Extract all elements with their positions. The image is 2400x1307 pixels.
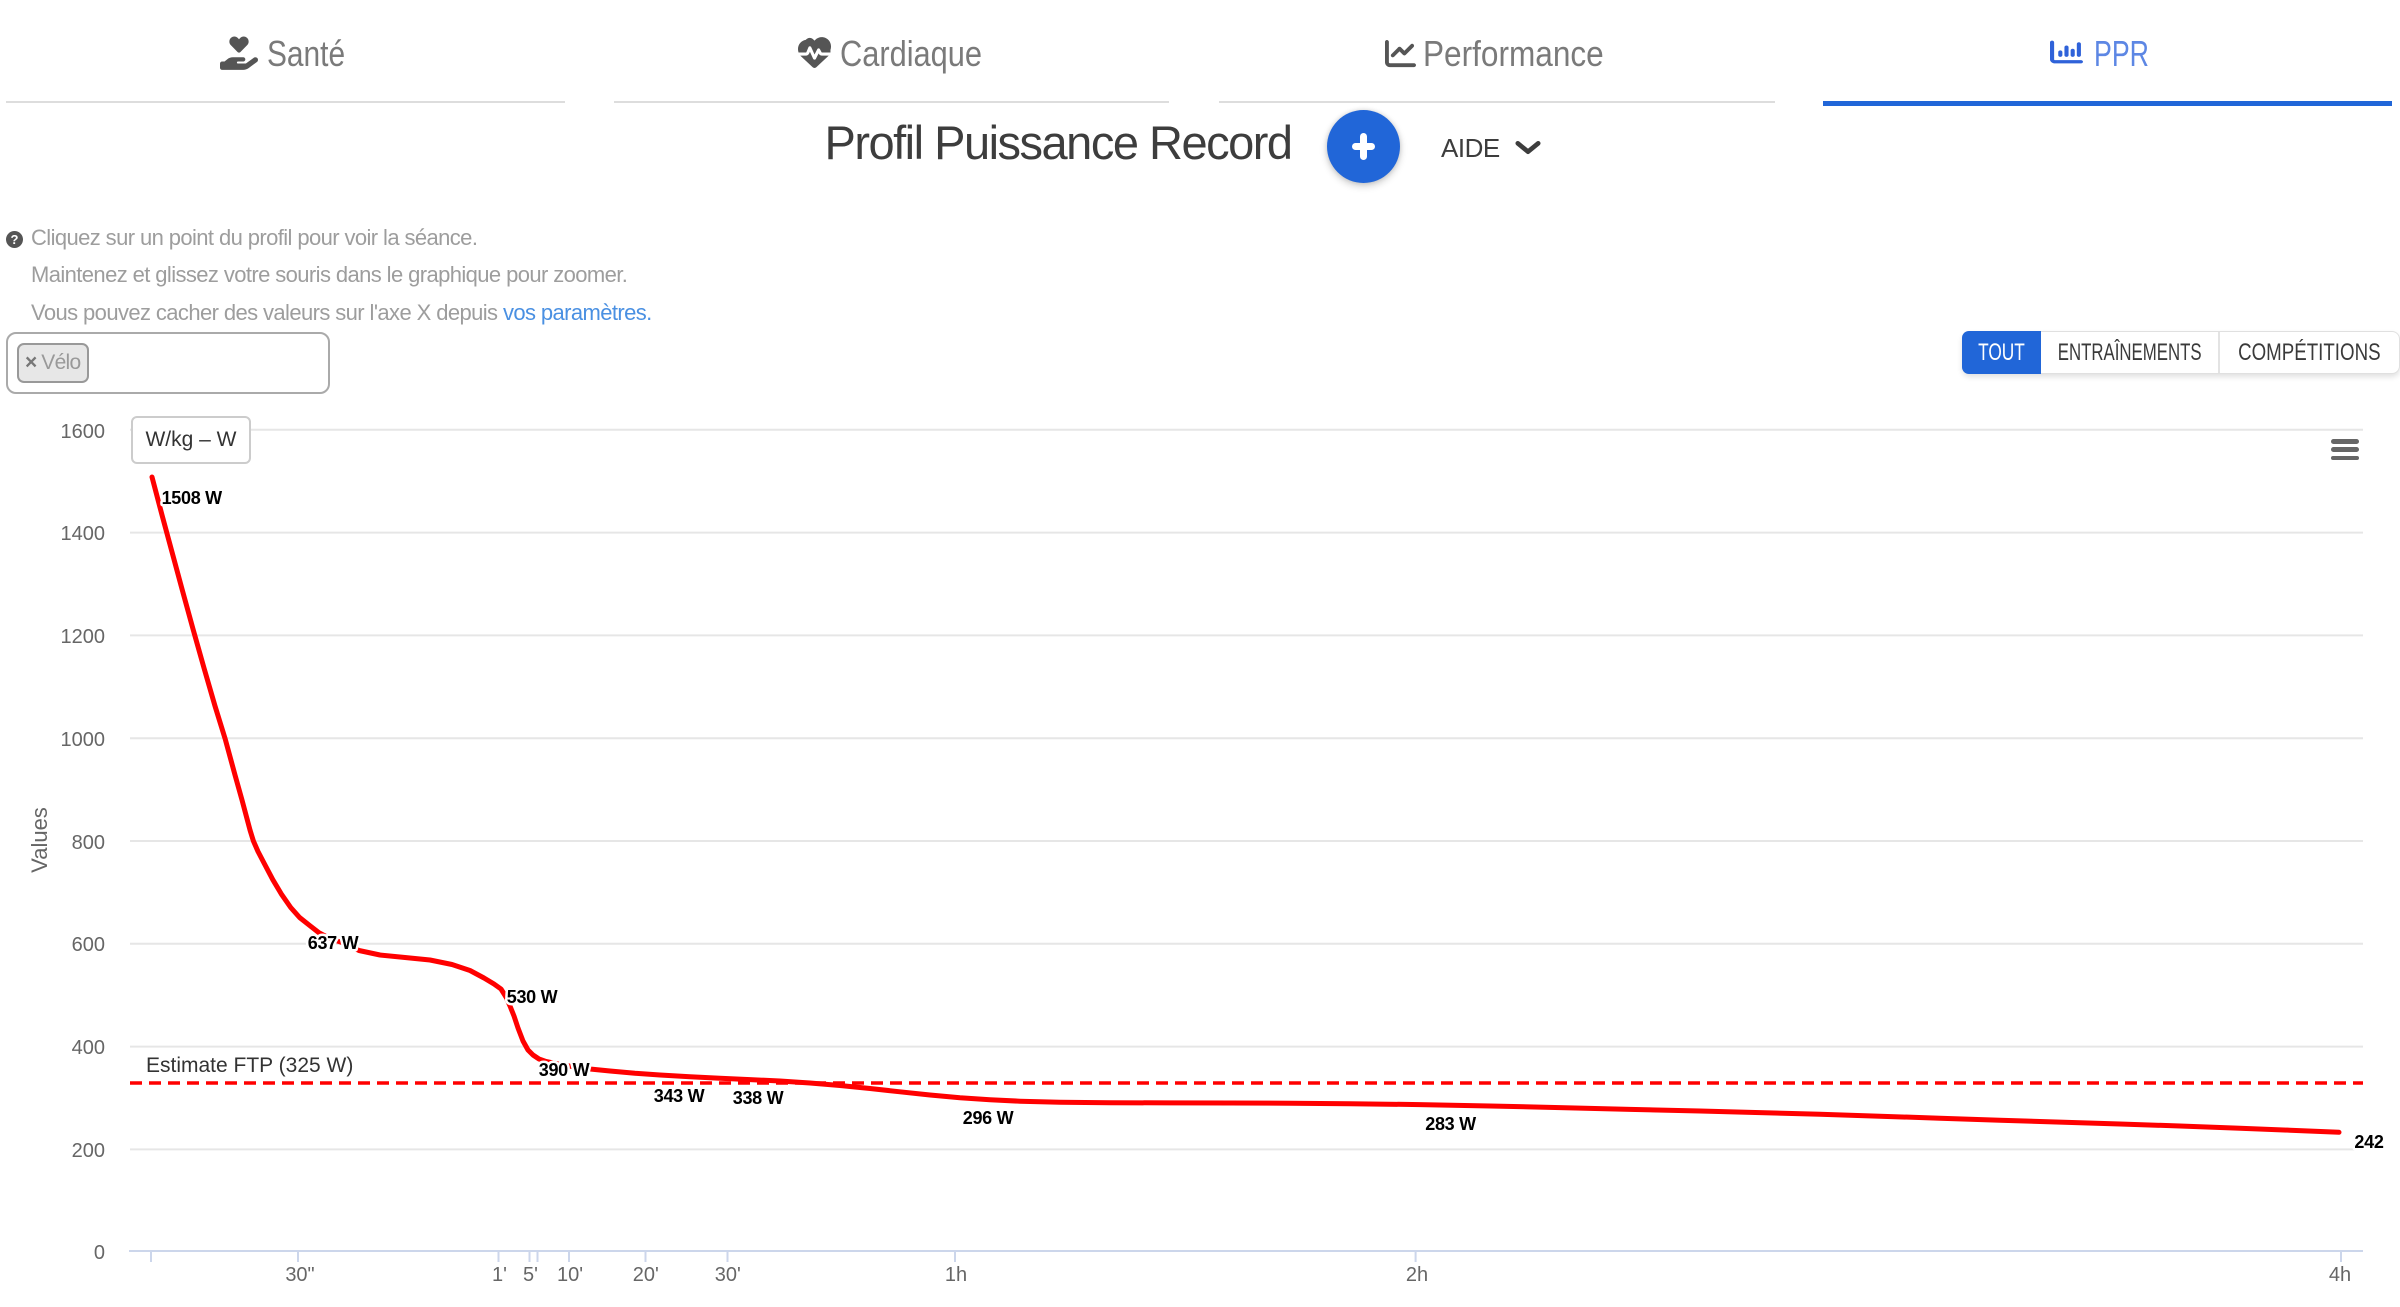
svg-text:4h: 4h (2329, 1264, 2351, 1286)
svg-text:5': 5' (523, 1264, 538, 1286)
svg-text:390 W: 390 W (539, 1060, 590, 1080)
svg-text:338 W: 338 W (733, 1088, 784, 1108)
svg-text:0: 0 (94, 1242, 105, 1264)
svg-text:1508 W: 1508 W (162, 488, 223, 508)
svg-text:Estimate FTP (325 W): Estimate FTP (325 W) (146, 1054, 353, 1077)
svg-text:20': 20' (633, 1264, 659, 1286)
svg-text:800: 800 (72, 832, 105, 854)
svg-text:530 W: 530 W (507, 987, 558, 1007)
svg-text:200: 200 (72, 1140, 105, 1162)
svg-text:343 W: 343 W (654, 1086, 705, 1106)
svg-text:10': 10' (557, 1264, 583, 1286)
svg-text:1600: 1600 (61, 421, 106, 443)
svg-text:637 W: 637 W (308, 933, 359, 953)
svg-text:296 W: 296 W (963, 1108, 1014, 1128)
svg-text:1000: 1000 (61, 729, 106, 751)
svg-text:283 W: 283 W (1425, 1114, 1476, 1134)
svg-text:30": 30" (285, 1264, 314, 1286)
svg-text:600: 600 (72, 934, 105, 956)
svg-text:2h: 2h (1406, 1264, 1428, 1286)
svg-text:400: 400 (72, 1037, 105, 1059)
svg-text:1200: 1200 (61, 626, 106, 648)
svg-text:30': 30' (715, 1264, 741, 1286)
svg-text:1h: 1h (945, 1264, 967, 1286)
svg-text:Values: Values (27, 807, 52, 873)
svg-text:1': 1' (492, 1264, 507, 1286)
svg-text:1400: 1400 (61, 523, 106, 545)
svg-text:242: 242 (2354, 1132, 2383, 1152)
